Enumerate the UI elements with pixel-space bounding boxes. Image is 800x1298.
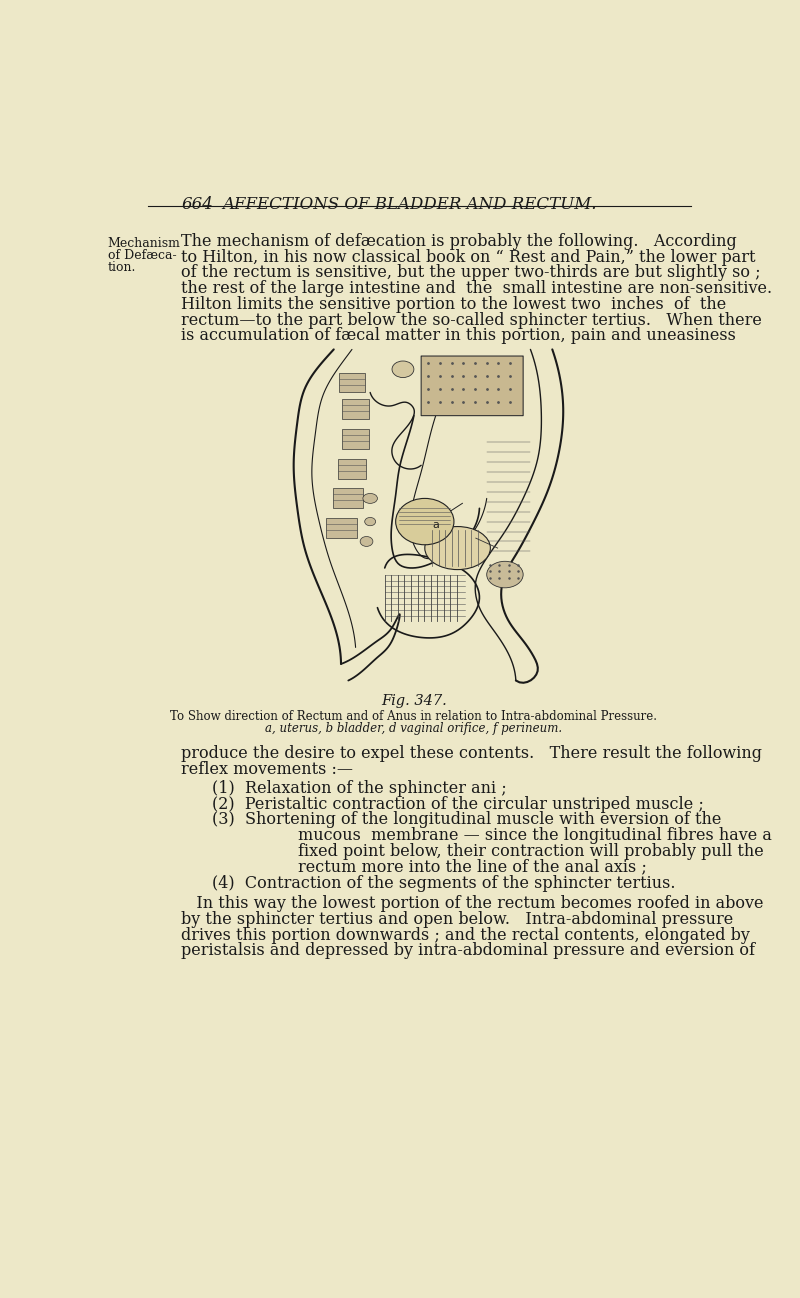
Text: 664: 664 xyxy=(182,196,214,213)
Text: is accumulation of fæcal matter in this portion, pain and uneasiness: is accumulation of fæcal matter in this … xyxy=(182,327,736,344)
Text: AFFECTIONS OF BLADDER AND RECTUM.: AFFECTIONS OF BLADDER AND RECTUM. xyxy=(222,196,598,213)
Text: of Defæca-: of Defæca- xyxy=(108,249,176,262)
Text: drives this portion downwards ; and the rectal contents, elongated by: drives this portion downwards ; and the … xyxy=(182,927,750,944)
Bar xyxy=(342,428,370,449)
Text: (3)  Shortening of the longitudinal muscle with eversion of the: (3) Shortening of the longitudinal muscl… xyxy=(212,811,722,828)
Text: peristalsis and depressed by intra-abdominal pressure and eversion of: peristalsis and depressed by intra-abdom… xyxy=(182,942,755,959)
Ellipse shape xyxy=(363,493,378,504)
Text: (4)  Contraction of the segments of the sphincter tertius.: (4) Contraction of the segments of the s… xyxy=(212,875,676,892)
Ellipse shape xyxy=(425,527,490,570)
Text: the rest of the large intestine and  the  small intestine are non-sensitive.: the rest of the large intestine and the … xyxy=(182,280,773,297)
Text: Fig. 347.: Fig. 347. xyxy=(381,694,446,709)
Bar xyxy=(326,518,357,539)
Text: (2)  Peristaltic contraction of the circular unstriped muscle ;: (2) Peristaltic contraction of the circu… xyxy=(212,796,704,813)
Bar xyxy=(338,458,366,479)
Text: rectum—to the part below the so-called sphincter tertius.   When there: rectum—to the part below the so-called s… xyxy=(182,312,762,328)
Bar xyxy=(339,373,365,392)
Text: fixed point below, their contraction will probably pull the: fixed point below, their contraction wil… xyxy=(298,842,763,861)
Text: reflex movements :—: reflex movements :— xyxy=(182,761,354,778)
Text: To Show direction of Rectum and of Anus in relation to Intra-abdominal Pressure.: To Show direction of Rectum and of Anus … xyxy=(170,710,658,723)
Bar xyxy=(232,349,596,680)
Text: produce the desire to expel these contents.   There result the following: produce the desire to expel these conten… xyxy=(182,745,762,762)
Text: a, uterus, b bladder, d vaginal orifice, f perineum.: a, uterus, b bladder, d vaginal orifice,… xyxy=(266,722,562,735)
Text: Mechanism: Mechanism xyxy=(108,236,181,249)
Text: of the rectum is sensitive, but the upper two-thirds are but slightly so ;: of the rectum is sensitive, but the uppe… xyxy=(182,265,761,282)
Text: to Hilton, in his now classical book on “ Rest and Pain,” the lower part: to Hilton, in his now classical book on … xyxy=(182,248,756,266)
Text: a: a xyxy=(432,520,439,530)
Text: The mechanism of defæcation is probably the following.   According: The mechanism of defæcation is probably … xyxy=(182,232,737,249)
Ellipse shape xyxy=(486,561,523,588)
Text: In this way the lowest portion of the rectum becomes roofed in above: In this way the lowest portion of the re… xyxy=(182,894,764,912)
Ellipse shape xyxy=(396,498,454,545)
Text: (1)  Relaxation of the sphincter ani ;: (1) Relaxation of the sphincter ani ; xyxy=(212,780,507,797)
Text: Hilton limits the sensitive portion to the lowest two  inches  of  the: Hilton limits the sensitive portion to t… xyxy=(182,296,726,313)
FancyBboxPatch shape xyxy=(421,356,523,415)
Bar xyxy=(342,398,369,419)
Text: mucous  membrane — since the longitudinal fibres have a: mucous membrane — since the longitudinal… xyxy=(298,827,771,844)
Ellipse shape xyxy=(360,536,373,546)
Text: by the sphincter tertius and open below.   Intra-abdominal pressure: by the sphincter tertius and open below.… xyxy=(182,911,734,928)
Ellipse shape xyxy=(392,361,414,378)
Ellipse shape xyxy=(365,518,376,526)
Text: tion.: tion. xyxy=(108,261,136,274)
Bar xyxy=(334,488,363,509)
Text: rectum more into the line of the anal axis ;: rectum more into the line of the anal ax… xyxy=(298,859,646,876)
